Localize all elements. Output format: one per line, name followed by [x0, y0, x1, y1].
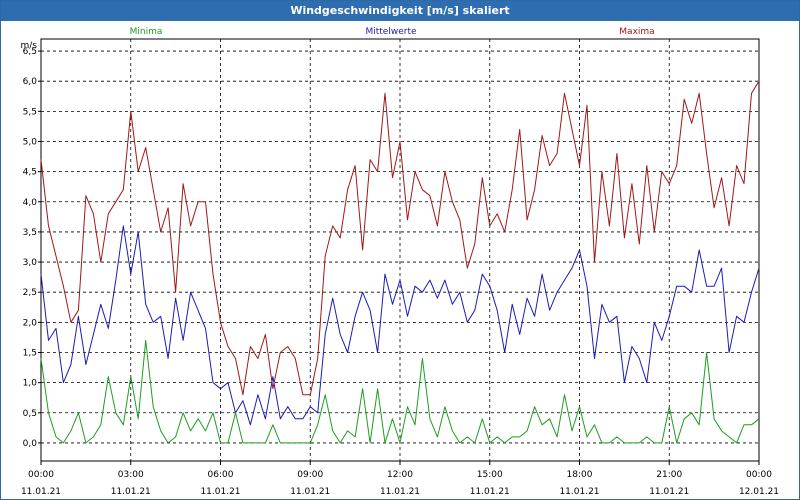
y-tick-label: 0,0: [23, 439, 38, 449]
x-tick-time-label: 12:00: [387, 470, 413, 480]
y-tick-label: 3,5: [23, 228, 37, 238]
y-tick-label: 5,0: [23, 137, 38, 147]
x-tick-date-label: 11.01.21: [380, 487, 420, 497]
chart-canvas: 0,0 0,5 1,0 1,5 2,0 2,5 3,0 3,5 4,0 4,5 5,0 5,5 6,0 6…: [21, 27, 780, 497]
x-tick-date-label: 11.01.21: [200, 487, 240, 497]
legend-item-mittelwerte: Mittelwerte: [365, 27, 416, 37]
y-tick-label: 4,0: [23, 198, 38, 208]
x-tick-date-label: 11.01.21: [470, 487, 510, 497]
x-tick-date-label: 11.01.21: [649, 487, 689, 497]
x-tick-time-label: 15:00: [477, 470, 503, 480]
x-tick-time-label: 00:00: [746, 470, 772, 480]
y-tick-label: 2,5: [23, 288, 37, 298]
y-tick-label: 0,5: [23, 409, 37, 419]
chart-title: Windgeschwindigkeit [m/s] skaliert: [1, 1, 799, 21]
x-tick-time-label: 09:00: [297, 470, 323, 480]
x-tick-time-label: 00:00: [28, 470, 54, 480]
y-tick-label: 1,5: [23, 348, 37, 358]
series-line-mittelwerte: [40, 225, 760, 426]
x-tick-time-label: 21:00: [656, 470, 682, 480]
x-tick-date-label: 11.01.21: [559, 487, 599, 497]
y-tick-label: 2,0: [23, 318, 38, 328]
x-tick-time-label: 03:00: [118, 470, 144, 480]
legend-item-maxima: Maxima: [619, 27, 654, 37]
grid: [41, 39, 759, 461]
x-tick-date-label: 12.01.21: [739, 487, 779, 497]
x-tick-time-label: 06:00: [208, 470, 234, 480]
x-tick-date-label: 11.01.21: [21, 487, 61, 497]
y-tick-label: 4,5: [23, 168, 37, 178]
legend: Minima Mittelwerte Maxima: [130, 27, 655, 37]
legend-item-minima: Minima: [130, 27, 163, 37]
y-tick-label: 6,5: [23, 47, 37, 57]
x-tick-date-label: 11.01.21: [290, 487, 330, 497]
series-line-maxima: [40, 80, 760, 396]
axes: 0,0 0,5 1,0 1,5 2,0 2,5 3,0 3,5 4,0 4,5 5,0 5,5 6,0 6…: [21, 38, 779, 497]
x-tick-date-label: 11.01.21: [111, 487, 151, 497]
y-tick-label: 1,0: [23, 379, 38, 389]
series: [40, 80, 760, 444]
series-line-minima: [40, 339, 760, 444]
y-tick-label: 5,5: [23, 107, 37, 117]
y-tick-label: 3,0: [23, 258, 38, 268]
y-axis-label: m/s: [21, 41, 38, 51]
x-tick-time-label: 18:00: [567, 470, 593, 480]
y-tick-label: 6,0: [23, 77, 38, 87]
